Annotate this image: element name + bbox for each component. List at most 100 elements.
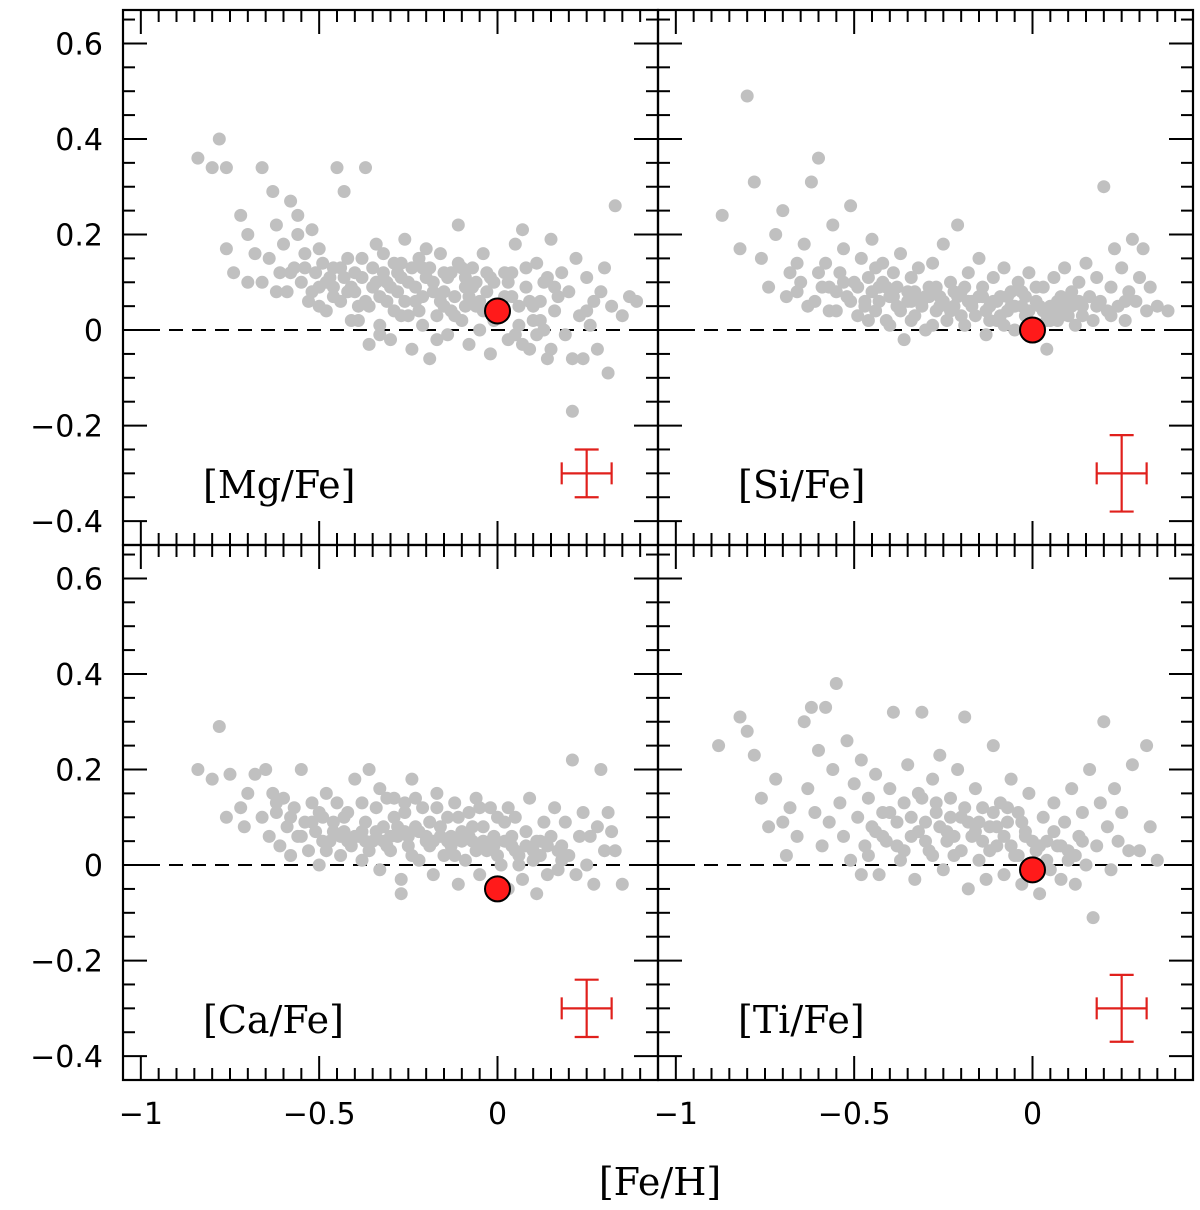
data-point: [384, 829, 397, 843]
data-point: [294, 829, 308, 843]
data-point: [1143, 280, 1157, 294]
y-tick-label: −0.4: [30, 1040, 103, 1075]
data-point: [783, 266, 797, 280]
data-point: [1093, 796, 1107, 810]
y-tick-label: 0.2: [55, 754, 103, 789]
data-point: [926, 772, 940, 786]
data-point: [223, 767, 237, 781]
data-point: [1001, 801, 1014, 815]
data-point: [241, 786, 255, 800]
data-point: [1115, 806, 1129, 819]
data-point: [344, 280, 358, 294]
data-point: [426, 275, 440, 289]
data-point: [1079, 858, 1093, 872]
data-point: [441, 834, 455, 848]
data-point: [423, 352, 437, 366]
highlight-point: [484, 297, 511, 325]
data-point: [405, 772, 419, 786]
data-point: [911, 825, 925, 839]
y-tick-label: 0.4: [55, 658, 103, 693]
data-point: [986, 271, 1000, 284]
data-point: [1054, 309, 1068, 323]
data-point: [337, 185, 351, 198]
data-point: [448, 290, 462, 304]
data-point: [769, 772, 783, 786]
data-point: [1068, 877, 1082, 891]
data-point: [776, 815, 790, 829]
data-point: [576, 806, 590, 819]
data-point: [790, 829, 804, 843]
data-point: [330, 796, 344, 810]
data-point: [558, 815, 572, 829]
data-point: [1125, 758, 1139, 772]
data-point: [312, 299, 326, 313]
data-point: [419, 242, 433, 256]
data-point: [1075, 806, 1089, 819]
data-point: [1075, 309, 1089, 323]
data-point: [829, 677, 843, 690]
data-point: [958, 801, 972, 815]
data-point: [804, 175, 818, 189]
data-point: [405, 849, 419, 862]
data-point: [394, 887, 408, 901]
data-point: [851, 309, 865, 323]
y-tick-label: 0: [84, 314, 103, 349]
data-point: [819, 256, 833, 270]
data-point: [519, 280, 533, 294]
data-point: [951, 763, 965, 776]
data-point: [954, 309, 968, 323]
data-point: [1033, 887, 1047, 901]
data-point: [458, 271, 472, 284]
y-tick-label: 0: [84, 849, 103, 884]
data-point: [854, 868, 868, 882]
data-point: [540, 271, 554, 284]
data-point: [473, 323, 487, 337]
data-point: [837, 275, 850, 289]
data-point: [351, 314, 365, 327]
data-point: [394, 872, 408, 886]
data-point: [262, 829, 276, 843]
data-point: [326, 815, 340, 829]
data-point: [715, 208, 729, 222]
data-point: [797, 237, 811, 251]
data-point: [1140, 304, 1154, 318]
data-point: [958, 710, 972, 724]
data-point: [369, 275, 383, 289]
data-point: [594, 285, 608, 299]
data-point: [861, 271, 875, 284]
data-point: [1108, 782, 1121, 796]
data-point: [437, 266, 451, 280]
data-point: [783, 801, 797, 815]
data-point: [904, 314, 918, 327]
data-point: [822, 815, 836, 829]
data-point: [1111, 834, 1125, 848]
x-tick-label: −1: [119, 1097, 163, 1132]
data-point: [961, 815, 975, 829]
data-point: [280, 285, 294, 299]
data-point: [897, 333, 911, 347]
data-point: [205, 161, 219, 175]
data-point: [480, 266, 494, 280]
data-point: [462, 829, 476, 843]
data-point: [983, 314, 997, 327]
panel-label: [Mg/Fe]: [203, 463, 355, 507]
data-point: [926, 318, 940, 332]
data-point: [505, 829, 519, 843]
data-point: [366, 261, 380, 275]
data-point: [373, 328, 387, 342]
data-point: [1068, 849, 1082, 862]
data-point: [1129, 294, 1143, 308]
data-point: [483, 347, 497, 361]
data-point: [1004, 299, 1018, 313]
data-point: [1133, 271, 1146, 284]
ticks: [123, 545, 659, 1081]
data-point: [872, 294, 886, 308]
data-point: [904, 271, 918, 284]
y-tick-label: 0.4: [55, 123, 103, 158]
data-point: [562, 285, 576, 299]
data-point: [1058, 815, 1072, 829]
data-point: [569, 868, 583, 882]
highlight-point: [1019, 316, 1046, 344]
data-point: [1133, 844, 1146, 858]
data-point: [1072, 294, 1086, 308]
